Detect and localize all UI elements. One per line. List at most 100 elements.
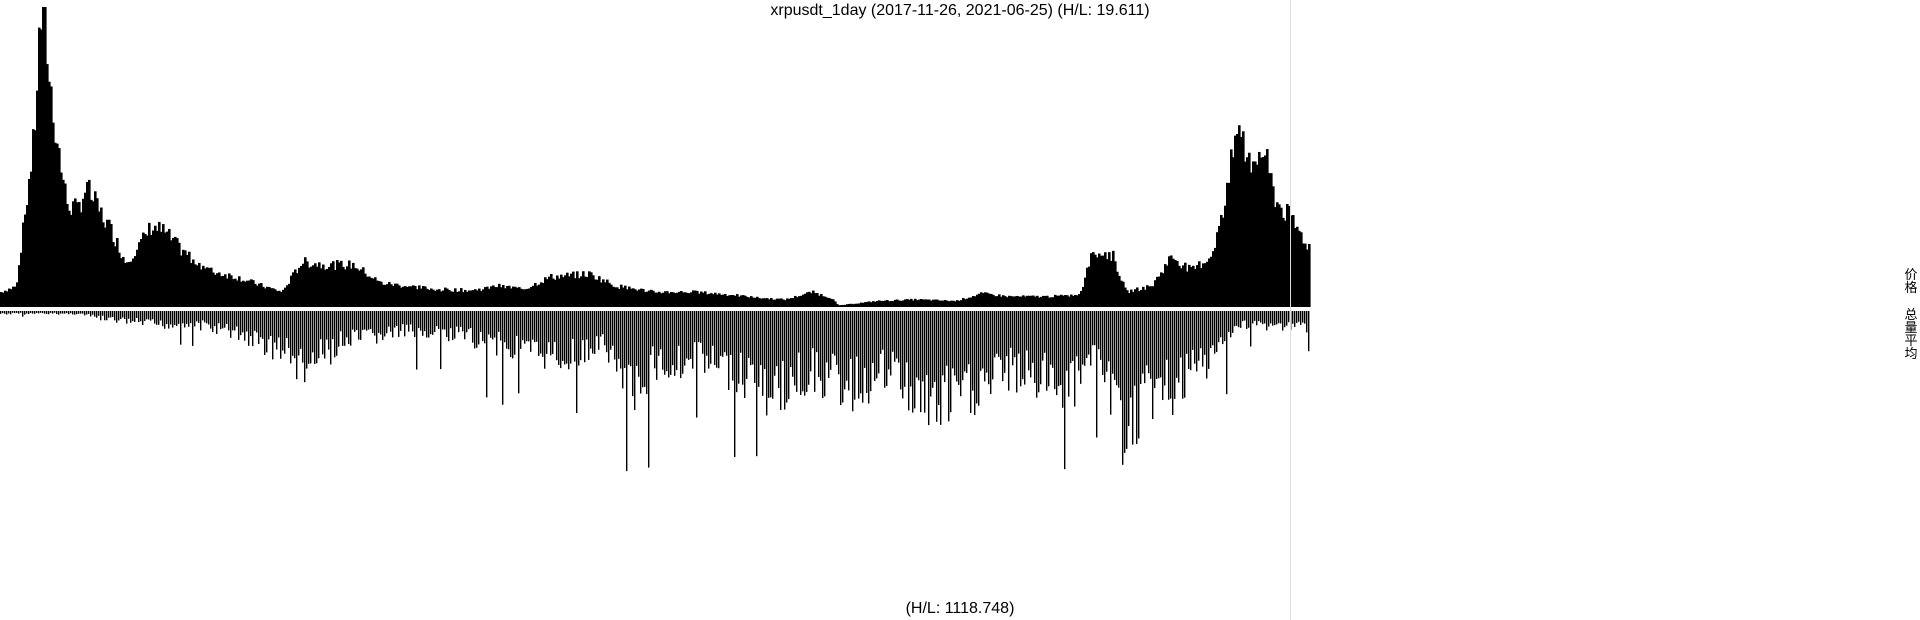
price-bar: [616, 287, 619, 307]
volume-bar: [514, 311, 516, 355]
price-bar: [538, 284, 541, 307]
price-bar: [1100, 255, 1103, 307]
price-bar: [854, 303, 857, 307]
price-bar: [822, 296, 825, 307]
price-bar: [208, 268, 211, 307]
volume-bar: [1006, 311, 1008, 357]
price-bar: [340, 260, 343, 307]
price-bar: [1042, 295, 1045, 307]
price-bar: [1260, 157, 1263, 307]
volume-bar: [226, 311, 228, 324]
price-bar: [150, 235, 153, 307]
price-bar: [174, 236, 177, 307]
volume-bar: [106, 311, 108, 321]
price-bar: [1284, 220, 1287, 307]
volume-bar: [558, 311, 560, 365]
price-series: [0, 7, 1311, 308]
price-bar: [1246, 157, 1249, 307]
volume-bar: [722, 311, 724, 357]
price-bar: [96, 198, 99, 307]
price-bar: [902, 300, 905, 307]
volume-bar: [604, 311, 606, 346]
volume-bar: [1038, 311, 1040, 393]
price-bar: [1288, 205, 1291, 307]
price-bar: [126, 262, 129, 307]
price-bar: [864, 302, 867, 307]
price-bar: [788, 298, 791, 307]
volume-bar: [622, 311, 624, 389]
volume-bar: [792, 311, 794, 377]
price-bar: [570, 273, 573, 307]
volume-bar: [794, 311, 796, 386]
price-bar: [64, 183, 67, 307]
price-bar: [860, 302, 863, 307]
price-bar: [592, 275, 595, 307]
price-bar: [862, 302, 865, 307]
volume-bar: [286, 311, 288, 339]
price-bar: [692, 290, 695, 307]
volume-bar: [112, 311, 114, 317]
price-bar: [764, 298, 767, 307]
volume-bar: [896, 311, 898, 359]
volume-bar: [40, 311, 42, 313]
price-bar: [1108, 252, 1111, 307]
volume-bar: [1124, 311, 1126, 453]
price-bar: [26, 205, 29, 307]
volume-bar: [568, 311, 570, 370]
price-bar: [920, 299, 923, 307]
price-bar: [322, 264, 325, 307]
volume-bar: [1190, 311, 1192, 371]
price-bar: [1120, 280, 1123, 307]
volume-bar: [662, 311, 664, 370]
volume-bar: [560, 311, 562, 369]
price-bar: [1170, 255, 1173, 307]
price-bar: [160, 231, 163, 307]
volume-bar: [1052, 311, 1054, 368]
price-bar: [438, 289, 441, 307]
price-bar: [176, 238, 179, 307]
volume-bar: [22, 311, 24, 317]
volume-bar: [858, 311, 860, 399]
price-bar: [936, 299, 939, 307]
price-bar: [490, 286, 493, 307]
volume-bar: [1036, 311, 1038, 398]
volume-bar: [416, 311, 418, 370]
volume-bar: [762, 311, 764, 396]
volume-bar: [1034, 311, 1036, 383]
price-bar: [660, 293, 663, 307]
volume-bar: [18, 311, 20, 314]
volume-bar: [496, 311, 498, 356]
volume-bar: [1216, 311, 1218, 353]
volume-bar: [214, 311, 216, 327]
price-bar: [496, 287, 499, 307]
price-bar: [338, 262, 341, 307]
price-bar: [566, 272, 569, 307]
price-bar: [18, 265, 21, 307]
price-bar: [576, 271, 579, 307]
volume-bar: [128, 311, 130, 319]
volume-bar: [188, 311, 190, 327]
volume-bar: [628, 311, 630, 365]
volume-bar: [1158, 311, 1160, 379]
price-bar: [1068, 296, 1071, 307]
volume-bar: [760, 311, 762, 366]
volume-bar: [1160, 311, 1162, 378]
volume-bar: [178, 311, 180, 324]
volume-bar: [164, 311, 166, 329]
price-bar: [918, 299, 921, 307]
price-bar: [824, 296, 827, 307]
volume-bar: [816, 311, 818, 353]
price-bar: [718, 293, 721, 307]
volume-bar: [980, 311, 982, 371]
volume-bar: [520, 311, 522, 349]
price-bar: [890, 301, 893, 307]
price-bar: [978, 293, 981, 307]
price-bar: [88, 179, 91, 307]
price-bar: [842, 304, 845, 307]
price-bar: [808, 291, 811, 307]
volume-bar: [754, 311, 756, 383]
volume-bar: [418, 311, 420, 329]
price-bar: [144, 233, 147, 307]
volume-bar: [974, 311, 976, 416]
price-bar: [1222, 217, 1225, 307]
